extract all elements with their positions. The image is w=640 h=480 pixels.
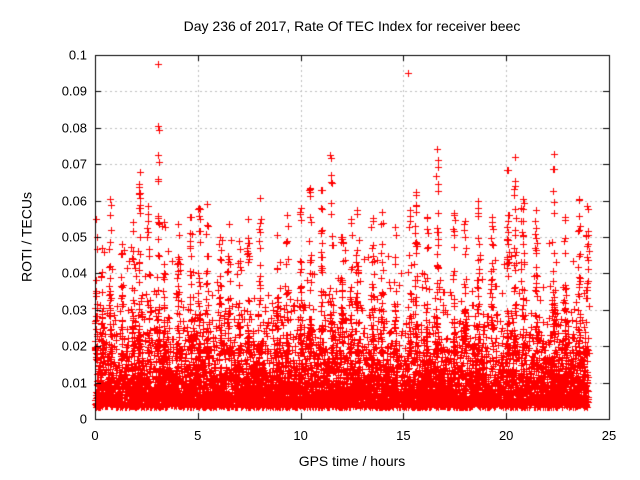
x-axis-label: GPS time / hours [298, 453, 406, 469]
x-tick-label-5: 5 [194, 428, 202, 443]
x-tick-label-25: 25 [601, 428, 617, 443]
y-tick-label-0.1: 0.1 [68, 47, 87, 63]
y-tick-label-0.04: 0.04 [61, 265, 87, 281]
x-tick-label-10: 10 [293, 428, 308, 443]
x-tick-label-0: 0 [91, 428, 99, 443]
y-tick-label-0.08: 0.08 [61, 120, 87, 136]
chart-title: Day 236 of 2017, Rate Of TEC Index for r… [183, 18, 521, 34]
y-tick-label-0.02: 0.02 [61, 338, 87, 354]
y-tick-label-0: 0 [79, 411, 87, 427]
y-tick-label-0.05: 0.05 [61, 229, 87, 245]
y-tick-label-0.09: 0.09 [61, 83, 87, 99]
y-tick-label-0.01: 0.01 [61, 375, 87, 391]
y-tick-label-0.07: 0.07 [61, 156, 87, 172]
y-tick-label-0.03: 0.03 [61, 302, 87, 318]
x-tick-label-20: 20 [498, 428, 514, 443]
y-tick-label-0.06: 0.06 [61, 193, 87, 209]
x-tick-label-15: 15 [396, 428, 411, 443]
